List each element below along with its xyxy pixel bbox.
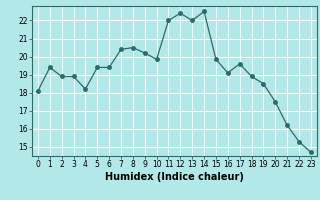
X-axis label: Humidex (Indice chaleur): Humidex (Indice chaleur) xyxy=(105,172,244,182)
